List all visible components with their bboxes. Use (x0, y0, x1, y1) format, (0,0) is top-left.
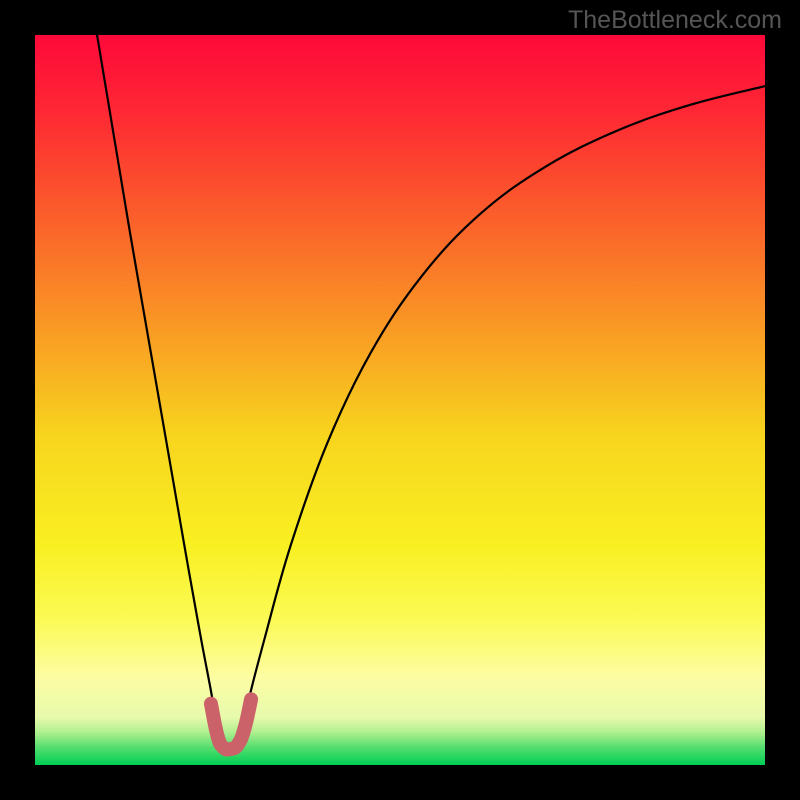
watermark-text: TheBottleneck.com (568, 6, 782, 35)
plot-area (35, 35, 765, 765)
chart-container: TheBottleneck.com (0, 0, 800, 800)
plot-background (35, 35, 765, 765)
plot-svg (35, 35, 765, 765)
